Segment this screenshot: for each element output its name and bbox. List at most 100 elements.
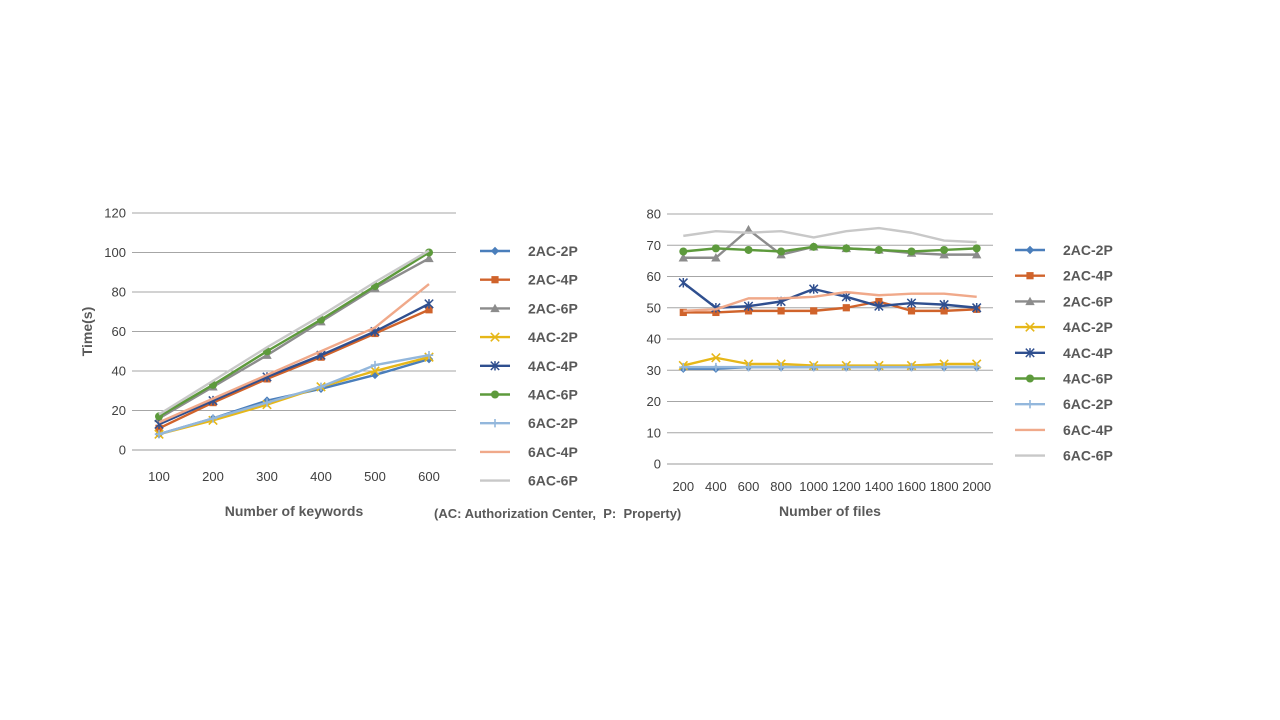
legend-item: 2AC-4P	[1015, 268, 1113, 284]
legend-marker	[490, 246, 500, 256]
data-point	[842, 304, 850, 312]
series-line	[683, 300, 977, 314]
legend-item: 6AC-4P	[480, 444, 578, 460]
x-tick-label: 200	[202, 469, 224, 484]
legend-item: 2AC-4P	[480, 272, 578, 288]
data-point	[711, 244, 720, 253]
legend-marker	[1025, 348, 1035, 358]
legend-item: 2AC-2P	[1015, 242, 1113, 258]
data-point	[424, 299, 434, 309]
data-point	[971, 303, 982, 313]
series-line	[158, 302, 430, 426]
data-point	[777, 247, 786, 256]
legend-item: 4AC-4P	[480, 358, 578, 374]
y-tick-label: 60	[112, 324, 126, 339]
x-tick-label: 100	[148, 469, 170, 484]
data-point	[711, 362, 721, 372]
data-point	[972, 244, 981, 253]
x-tick-label: 500	[364, 469, 386, 484]
data-point	[907, 362, 916, 372]
y-tick-label: 40	[112, 364, 126, 379]
series-line	[158, 283, 430, 424]
footnote: (AC: Authorization Center, P: Property)	[434, 506, 682, 521]
legend-item: 4AC-6P	[480, 387, 578, 403]
data-point	[208, 414, 218, 423]
legend-item: 4AC-4P	[1015, 345, 1113, 361]
series-line	[682, 281, 977, 309]
legend-label: 2AC-4P	[528, 272, 578, 288]
legend-item: 2AC-2P	[480, 243, 578, 259]
legend-label: 6AC-2P	[528, 415, 578, 431]
legend-marker	[1026, 272, 1034, 280]
y-axis-title: Time(s)	[79, 307, 95, 357]
legend-label: 6AC-4P	[528, 444, 578, 460]
data-point	[744, 362, 753, 372]
legend-marker	[491, 276, 499, 284]
files-chart: 0 10 20 30 40 50 60 70 80 200 400 600 800 1000 1200 140…	[647, 207, 1113, 520]
legend-marker	[1025, 296, 1035, 306]
x-tick-label: 800	[770, 479, 792, 494]
x-axis-title: Number of files	[779, 503, 881, 519]
y-tick-label: 0	[654, 457, 661, 472]
data-point	[972, 249, 982, 259]
legend-label: 2AC-6P	[1063, 293, 1113, 309]
data-point	[972, 362, 981, 372]
data-point	[939, 249, 949, 259]
y-tick-label: 20	[112, 403, 126, 418]
data-point	[711, 253, 721, 262]
y-tick-label: 60	[647, 269, 661, 284]
legend-item: 2AC-6P	[1015, 293, 1113, 309]
legend-label: 4AC-6P	[1063, 371, 1113, 387]
series-6ac-4p	[683, 290, 977, 313]
data-point	[679, 247, 688, 256]
data-point	[154, 430, 164, 439]
legend-item: 4AC-6P	[1015, 371, 1113, 387]
x-tick-label: 1400	[864, 479, 893, 494]
data-point	[678, 253, 688, 262]
x-tick-label: 400	[705, 479, 727, 494]
series-line	[158, 249, 430, 416]
data-point	[424, 351, 434, 360]
legend-item: 4AC-2P	[480, 329, 578, 345]
data-point	[370, 360, 380, 370]
series-line	[158, 354, 430, 436]
data-point	[808, 284, 819, 294]
data-point	[940, 245, 949, 254]
legend-marker	[1026, 374, 1034, 383]
data-point	[743, 301, 754, 311]
y-tick-label: 50	[647, 300, 661, 315]
keywords-chart: 0 20 40 60 80 100 120 100 200 300 400 500 600 Number …	[79, 206, 578, 520]
legend-marker	[490, 361, 500, 371]
legend-item: 6AC-2P	[1015, 396, 1113, 412]
y-tick-label: 40	[647, 332, 661, 347]
series-6ac-4p	[158, 283, 430, 424]
legend-label: 4AC-4P	[1063, 345, 1113, 361]
legend-label: 4AC-4P	[528, 358, 578, 374]
legend-label: 2AC-2P	[528, 243, 578, 259]
series-line	[683, 356, 977, 367]
data-point	[907, 307, 916, 315]
series-line	[683, 226, 977, 244]
data-point	[874, 245, 883, 254]
legend-item: 6AC-6P	[480, 473, 578, 489]
series-6ac-6p	[158, 249, 430, 416]
x-tick-label: 600	[418, 469, 440, 484]
legend-marker	[491, 390, 499, 399]
data-point	[776, 362, 786, 372]
legend-marker	[1025, 322, 1035, 332]
legend-marker	[490, 419, 500, 428]
data-point	[842, 244, 851, 253]
y-tick-label: 70	[647, 238, 661, 253]
x-tick-label: 2000	[962, 479, 991, 494]
y-tick-label: 10	[647, 425, 661, 440]
legend-label: 4AC-2P	[1063, 319, 1113, 335]
legend-item: 6AC-4P	[1015, 422, 1113, 438]
y-tick-label: 80	[647, 207, 661, 222]
x-tick-label: 600	[738, 479, 760, 494]
data-point	[907, 247, 916, 256]
x-tick-label: 1200	[832, 479, 861, 494]
data-point	[939, 362, 949, 372]
data-point	[874, 362, 884, 372]
series-6ac-2p	[154, 351, 434, 439]
series-line	[683, 290, 977, 313]
